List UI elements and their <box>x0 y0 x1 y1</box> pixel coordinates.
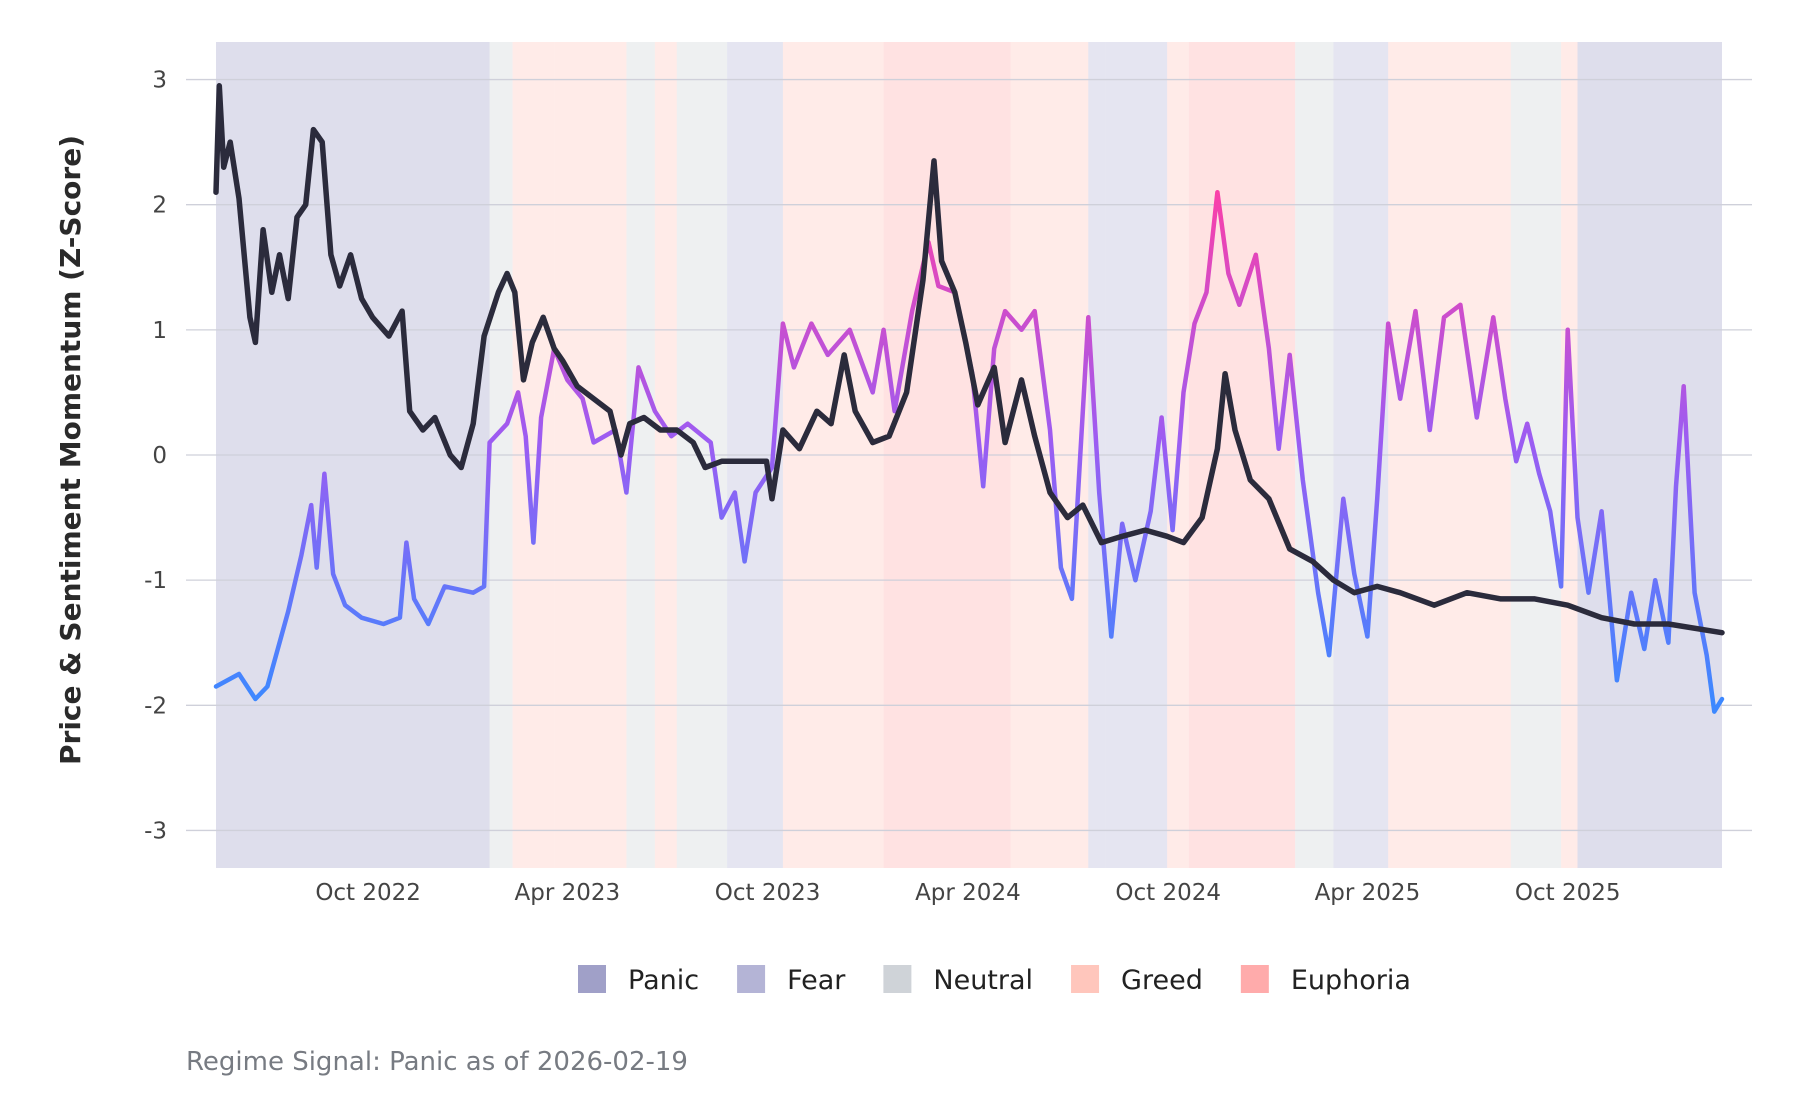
legend-label-fear: Fear <box>787 965 846 996</box>
legend-swatch-panic <box>578 965 606 993</box>
x-tick-label: Apr 2023 <box>515 880 621 906</box>
x-tick-label: Oct 2025 <box>1515 880 1621 906</box>
y-axis-title: Price & Sentiment Momentum (Z-Score) <box>54 135 87 765</box>
y-axis: 3 2 1 0 -1 -2 -3 <box>144 68 167 845</box>
legend-swatch-euphoria <box>1240 965 1269 993</box>
y-tick-label: 3 <box>152 68 167 94</box>
legend: Panic Fear Neutral Greed Euphoria <box>578 965 1411 996</box>
y-tick-label: -3 <box>144 818 167 844</box>
legend-label-euphoria: Euphoria <box>1291 965 1411 996</box>
legend-swatch-greed <box>1071 965 1100 993</box>
gridlines <box>186 78 1752 832</box>
y-tick-label: -1 <box>144 568 167 594</box>
y-tick-label: 2 <box>152 193 167 219</box>
price-momentum-line <box>213 83 1725 636</box>
legend-swatch-fear <box>737 965 766 993</box>
x-tick-label: Apr 2024 <box>915 880 1021 906</box>
legend-label-panic: Panic <box>628 965 699 996</box>
legend-label-neutral: Neutral <box>933 965 1033 996</box>
x-tick-label: Apr 2025 <box>1315 880 1421 906</box>
y-tick-label: -2 <box>144 693 167 719</box>
y-tick-label: 1 <box>152 318 167 344</box>
legend-label-greed: Greed <box>1121 965 1203 996</box>
x-tick-label: Oct 2024 <box>1115 880 1221 906</box>
y-tick-label: 0 <box>152 443 167 469</box>
series-lines <box>213 83 1725 714</box>
regime-signal-caption: Regime Signal: Panic as of 2026-02-19 <box>186 1047 688 1077</box>
legend-swatch-neutral <box>883 965 912 993</box>
x-axis: Oct 2022 Apr 2023 Oct 2023 Apr 2024 Oct 2024… <box>315 880 1620 906</box>
x-tick-label: Oct 2023 <box>715 880 821 906</box>
sentiment-momentum-line <box>213 189 1725 714</box>
x-tick-label: Oct 2022 <box>315 880 421 906</box>
